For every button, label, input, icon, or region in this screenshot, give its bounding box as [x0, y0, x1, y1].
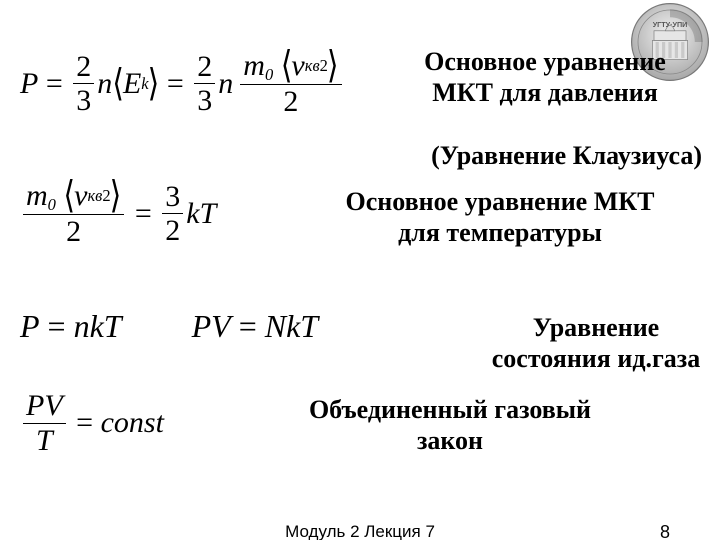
label-combined: Объединенный газовый закон: [280, 394, 620, 456]
label-temperature: Основное уравнение МКТ для температуры: [320, 186, 680, 248]
equation-temperature-row: m0 vкв2 2 = 3 2 kT Основное уравнение МК…: [20, 180, 720, 248]
footer-module: Модуль 2 Лекция 7: [285, 522, 435, 540]
label-pressure: Основное уравнение МКТ для давления: [410, 46, 680, 108]
logo-text: УГТУ·УПИ: [653, 20, 688, 29]
equation-combined-row: PV T = const Объединенный газовый закон: [20, 390, 720, 456]
equation-pressure-row: P = 2 3 n Ek = 2 3 n m0 vкв2: [20, 50, 720, 118]
label-clausius: (Уравнение Клаузиуса): [431, 140, 702, 171]
equation-combined: PV T = const: [20, 390, 164, 456]
equation-state-nkT: P = nkT: [20, 310, 122, 342]
eq1-P: P: [20, 69, 38, 99]
equation-state-NkT: PV = NkT: [192, 310, 318, 342]
slide: УГТУ·УПИ P = 2 3 n Ek = 2 3 n: [0, 0, 720, 540]
equation-pressure: P = 2 3 n Ek = 2 3 n m0 vкв2: [20, 50, 345, 118]
equation-temperature: m0 vкв2 2 = 3 2 kT: [20, 180, 216, 248]
page-number: 8: [660, 522, 670, 540]
equation-state-row: P = nkT PV = NkT Уравнение состояния ид.…: [20, 310, 720, 342]
label-state: Уравнение состояния ид.газа: [486, 312, 706, 374]
